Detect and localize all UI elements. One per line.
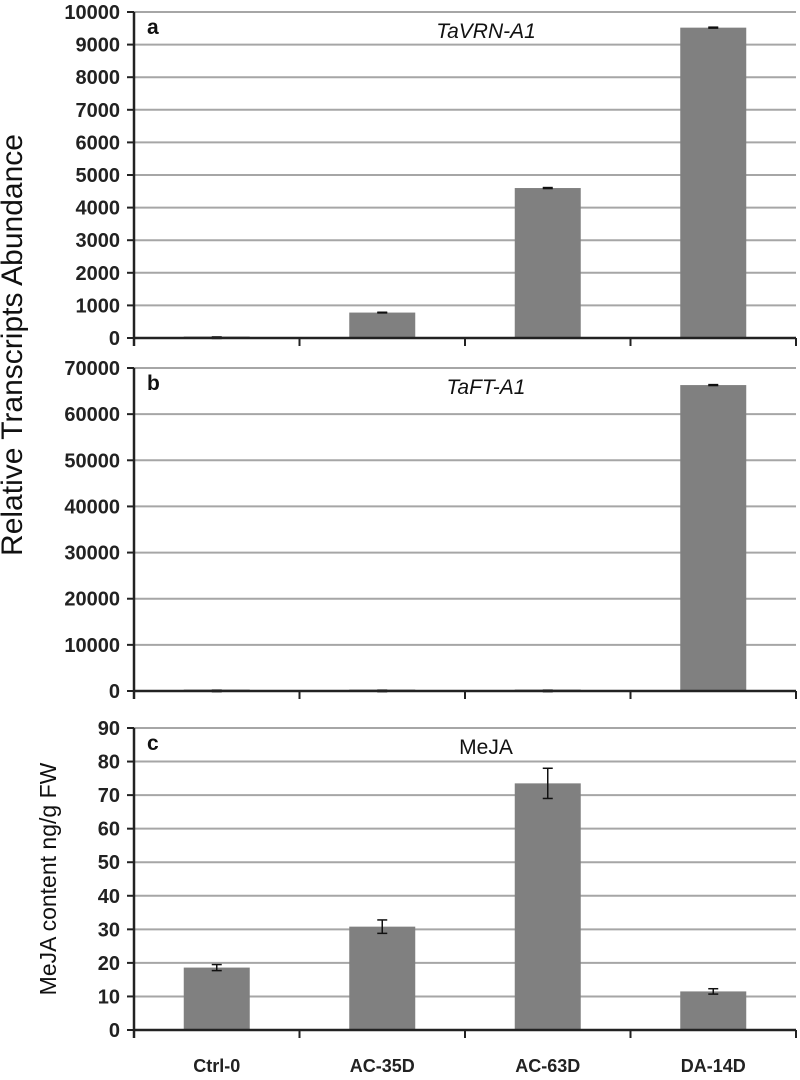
y-tick-label: 10 xyxy=(98,986,120,1008)
x-tick-label: AC-35D xyxy=(350,1056,415,1076)
y-tick-label: 6000 xyxy=(76,132,121,154)
bar-ac-63d xyxy=(514,783,581,1030)
y-tick-label: 20 xyxy=(98,953,120,975)
bar-ctrl-0 xyxy=(183,967,250,1030)
y-tick-label: 0 xyxy=(109,1020,120,1042)
y-tick-label: 90 xyxy=(98,718,120,740)
y-axis-label-c: MeJA content ng/g FW xyxy=(35,762,61,995)
y-tick-label: 40 xyxy=(98,886,120,908)
x-tick-label: AC-63D xyxy=(515,1056,580,1076)
y-tick-label: 10000 xyxy=(64,635,120,657)
y-tick-label: 30000 xyxy=(64,543,120,565)
y-tick-label: 5000 xyxy=(76,165,121,187)
panel-title: TaVRN-A1 xyxy=(436,20,536,43)
panel-title: MeJA xyxy=(459,736,513,759)
bar-da-14d xyxy=(680,385,747,691)
y-tick-label: 3000 xyxy=(76,230,121,252)
y-tick-label: 50 xyxy=(98,852,120,874)
panel-a: 0 1000 2000 3000 4000 5000 6000 7000 8000 9000 100… xyxy=(64,2,797,350)
bar-da-14d xyxy=(680,991,747,1030)
y-tick-label: 2000 xyxy=(76,263,121,285)
panels: 0100020003000400050006000700080009000100… xyxy=(35,2,797,1076)
y-tick-label: 1000 xyxy=(76,295,121,317)
y-tick-label: 0 xyxy=(109,328,120,350)
y-tick-label: 7000 xyxy=(76,100,121,122)
y-tick-label: 8000 xyxy=(76,67,121,89)
panel-title: TaFT-A1 xyxy=(447,376,526,399)
x-tick-label: DA-14D xyxy=(681,1056,746,1076)
y-tick-label: 10000 xyxy=(64,2,120,24)
y-tick-label: 9000 xyxy=(76,35,121,57)
panel-letter: b xyxy=(147,372,160,395)
panel-letter: c xyxy=(147,732,159,755)
bar-ac-63d xyxy=(514,188,581,338)
y-tick-label: 70 xyxy=(98,785,120,807)
y-tick-label: 30 xyxy=(98,919,120,941)
y-tick-label: 50000 xyxy=(64,450,120,472)
y-tick-label: 60 xyxy=(98,819,120,841)
bar-da-14d xyxy=(680,27,747,338)
y-tick-label: 40000 xyxy=(64,496,120,518)
bar-ac-35d xyxy=(349,312,416,338)
y-tick-label: 60000 xyxy=(64,404,120,426)
shared-y-axis-label: Relative Transcripts Abundance xyxy=(0,134,29,556)
y-tick-label: 80 xyxy=(98,752,120,774)
panel-c: 0 10 20 30 40 50 60 70 80 90 c MeJA Ctrl-0 AC-35D AC-6… xyxy=(35,718,797,1076)
x-tick-label: Ctrl-0 xyxy=(193,1056,240,1076)
panel-b: 0 10000 20000 30000 40000 50000 60000 70000 b TaF… xyxy=(64,358,797,703)
bar-ac-35d xyxy=(349,926,416,1030)
y-tick-label: 4000 xyxy=(76,198,121,220)
y-tick-label: 0 xyxy=(109,681,120,703)
panel-letter: a xyxy=(147,16,159,39)
y-tick-label: 20000 xyxy=(64,589,120,611)
y-tick-label: 70000 xyxy=(64,358,120,380)
